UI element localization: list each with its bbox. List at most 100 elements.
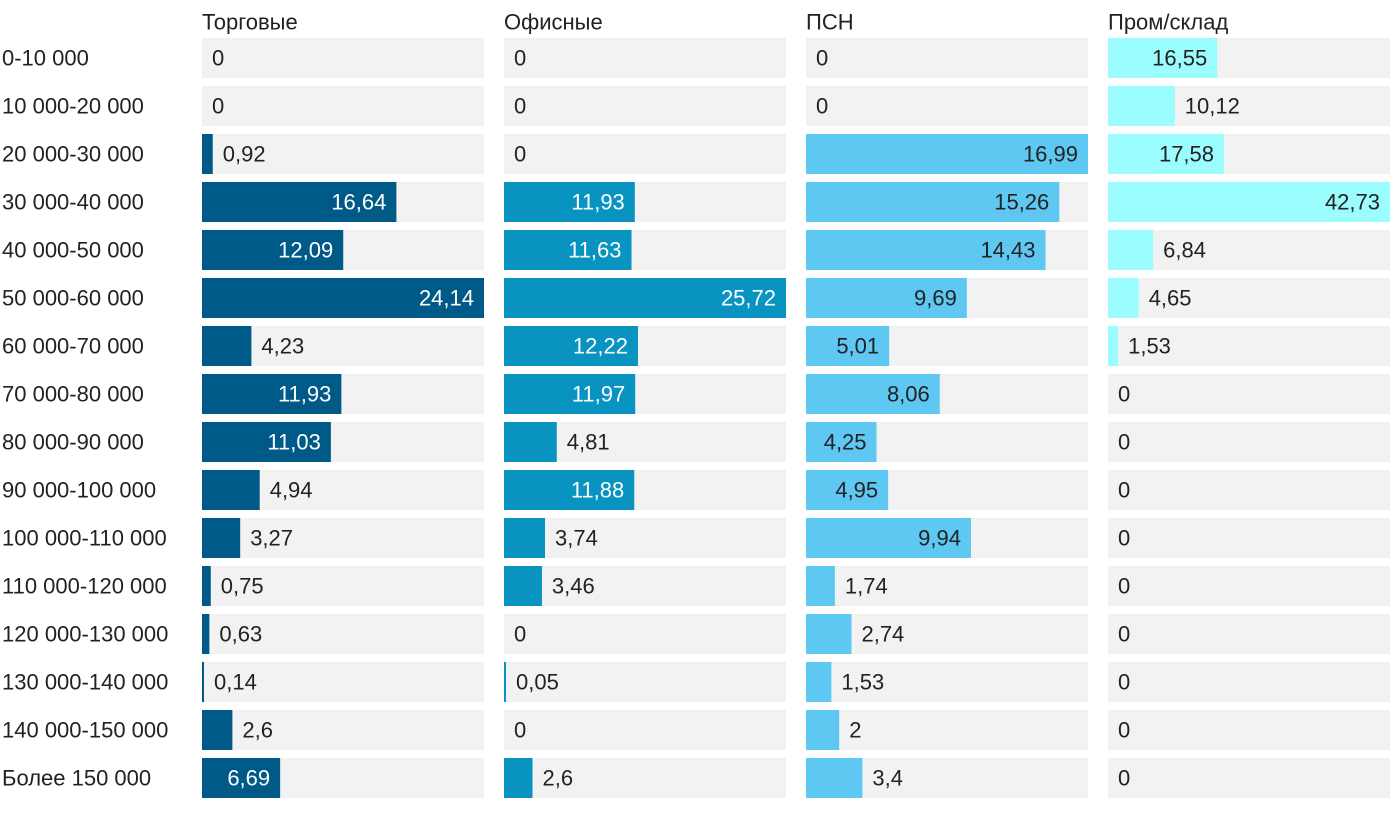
value-label-1-10: 4,94 <box>270 478 313 503</box>
value-label-1-8: 11,93 <box>278 382 331 407</box>
bar-2-9 <box>504 422 557 462</box>
bar-3-12 <box>806 566 835 606</box>
bar-track-3-13 <box>806 614 1088 654</box>
bar-3-11 <box>806 518 971 558</box>
panel-title-2: Офисные <box>504 10 603 35</box>
category-label-6: 50 000-60 000 <box>2 286 144 311</box>
value-label-2-2: 0 <box>514 94 526 119</box>
value-label-4-8: 0 <box>1118 382 1130 407</box>
bar-track-4-6 <box>1108 278 1390 318</box>
bar-1-13 <box>202 614 210 654</box>
bar-2-11 <box>504 518 546 558</box>
bar-1-7 <box>202 326 252 366</box>
value-label-3-12: 1,74 <box>845 574 888 599</box>
value-label-1-7: 4,23 <box>261 334 304 359</box>
bar-track-1-2 <box>202 86 484 126</box>
bar-track-1-11 <box>202 518 484 558</box>
bar-track-4-13 <box>1108 614 1390 654</box>
value-label-4-1: 16,55 <box>1152 46 1207 71</box>
bar-1-4 <box>202 182 397 222</box>
value-label-2-11: 3,74 <box>555 526 598 551</box>
bar-2-6 <box>504 278 786 318</box>
value-label-3-4: 15,26 <box>994 190 1049 215</box>
value-label-1-14: 0,14 <box>214 670 257 695</box>
value-label-1-4: 16,64 <box>331 190 386 215</box>
bar-1-9 <box>202 422 331 462</box>
category-label-8: 70 000-80 000 <box>2 382 144 407</box>
bar-track-4-15 <box>1108 710 1390 750</box>
category-label-13: 120 000-130 000 <box>2 622 168 647</box>
category-label-11: 100 000-110 000 <box>2 526 167 551</box>
bar-1-15 <box>202 710 233 750</box>
category-label-12: 110 000-120 000 <box>2 574 167 599</box>
value-label-2-14: 0,05 <box>516 670 559 695</box>
bar-track-3-1 <box>806 38 1088 78</box>
value-label-2-4: 11,93 <box>571 190 624 215</box>
bar-1-10 <box>202 470 260 510</box>
bar-1-16 <box>202 758 281 798</box>
value-label-1-3: 0,92 <box>223 142 266 167</box>
value-label-1-16: 6,69 <box>227 766 270 791</box>
bar-track-4-11 <box>1108 518 1390 558</box>
value-label-2-12: 3,46 <box>552 574 595 599</box>
bar-track-4-9 <box>1108 422 1390 462</box>
bar-3-16 <box>806 758 863 798</box>
bar-track-2-3 <box>504 134 786 174</box>
value-label-1-12: 0,75 <box>221 574 264 599</box>
value-label-3-11: 9,94 <box>918 526 961 551</box>
value-label-2-1: 0 <box>514 46 526 71</box>
value-label-2-15: 0 <box>514 718 526 743</box>
value-label-1-15: 2,6 <box>242 718 273 743</box>
value-label-3-9: 4,25 <box>824 430 867 455</box>
bar-track-1-13 <box>202 614 484 654</box>
category-label-5: 40 000-50 000 <box>2 238 144 263</box>
bar-3-9 <box>806 422 877 462</box>
bar-track-4-5 <box>1108 230 1390 270</box>
value-label-3-8: 8,06 <box>887 382 930 407</box>
bar-3-14 <box>806 662 832 702</box>
value-label-4-11: 0 <box>1118 526 1130 551</box>
value-label-3-13: 2,74 <box>861 622 904 647</box>
category-label-14: 130 000-140 000 <box>2 670 168 695</box>
value-label-3-5: 14,43 <box>980 238 1035 263</box>
bar-2-8 <box>504 374 636 414</box>
value-label-4-2: 10,12 <box>1185 94 1240 119</box>
bar-4-7 <box>1108 326 1119 366</box>
value-label-3-2: 0 <box>816 94 828 119</box>
bar-2-5 <box>504 230 632 270</box>
value-label-4-13: 0 <box>1118 622 1130 647</box>
bar-track-1-3 <box>202 134 484 174</box>
bar-track-2-11 <box>504 518 786 558</box>
bar-1-8 <box>202 374 342 414</box>
bar-track-3-14 <box>806 662 1088 702</box>
bar-3-7 <box>806 326 890 366</box>
value-label-1-5: 12,09 <box>278 238 333 263</box>
bar-track-1-15 <box>202 710 484 750</box>
category-label-4: 30 000-40 000 <box>2 190 144 215</box>
category-label-9: 80 000-90 000 <box>2 430 144 455</box>
bar-track-4-7 <box>1108 326 1390 366</box>
bar-3-8 <box>806 374 940 414</box>
value-label-2-10: 11,88 <box>571 478 624 503</box>
bar-1-11 <box>202 518 241 558</box>
panel-title-3: ПСН <box>806 10 854 35</box>
bar-track-1-12 <box>202 566 484 606</box>
value-label-3-6: 9,69 <box>914 286 957 311</box>
category-label-7: 60 000-70 000 <box>2 334 144 359</box>
bar-track-2-16 <box>504 758 786 798</box>
value-label-2-7: 12,22 <box>573 334 628 359</box>
bar-3-10 <box>806 470 889 510</box>
bar-3-5 <box>806 230 1046 270</box>
bar-track-3-15 <box>806 710 1088 750</box>
value-label-1-11: 3,27 <box>250 526 293 551</box>
bar-track-4-10 <box>1108 470 1390 510</box>
bar-track-2-13 <box>504 614 786 654</box>
bar-2-10 <box>504 470 635 510</box>
category-label-2: 10 000-20 000 <box>2 94 144 119</box>
value-label-4-3: 17,58 <box>1159 142 1214 167</box>
bar-3-13 <box>806 614 852 654</box>
bar-track-3-12 <box>806 566 1088 606</box>
bar-track-4-14 <box>1108 662 1390 702</box>
value-label-1-2: 0 <box>212 94 224 119</box>
